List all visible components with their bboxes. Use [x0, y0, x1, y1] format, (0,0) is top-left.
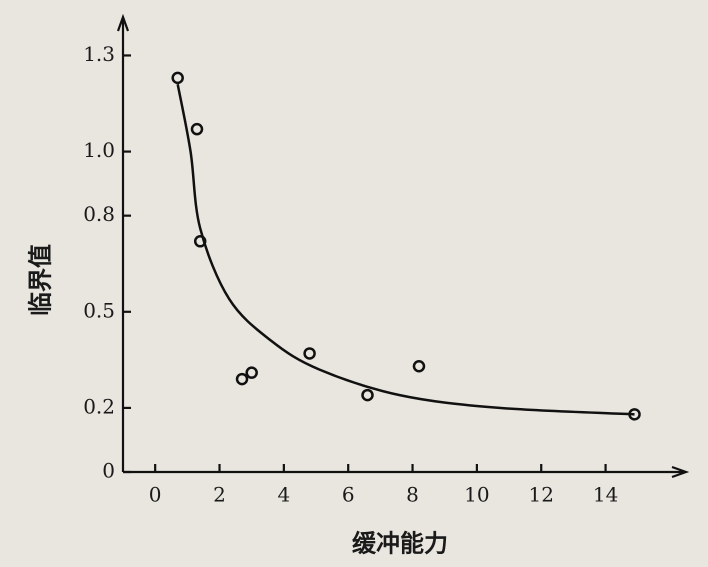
- fit-curve: [176, 84, 635, 416]
- point: [190, 122, 204, 136]
- point: [303, 347, 316, 360]
- x-tick-label: 6: [342, 483, 355, 507]
- x-axis: [123, 465, 690, 479]
- y-tick-label: 0: [102, 459, 115, 483]
- x-tick-label: 0: [149, 483, 162, 507]
- y-tick-label: 0.5: [83, 298, 115, 322]
- x-axis-label: 缓冲能力: [352, 529, 448, 558]
- y-tick-label: 1.3: [83, 42, 115, 66]
- x-tick-label: 12: [529, 483, 554, 507]
- y-axis: [116, 13, 130, 472]
- point: [171, 71, 184, 85]
- y-tick-label: 0.2: [83, 394, 115, 418]
- x-tick-label: 4: [277, 483, 290, 507]
- point: [412, 360, 426, 373]
- x-tick-label: 10: [464, 483, 489, 507]
- y-tick-label: 1.0: [83, 138, 115, 162]
- y-axis-label: 临界值: [26, 244, 55, 316]
- x-tick-label: 2: [213, 483, 226, 507]
- point: [235, 372, 249, 386]
- y-tick-label: 0.8: [83, 202, 115, 226]
- x-tick-label: 8: [406, 483, 419, 507]
- point: [361, 388, 374, 402]
- point: [193, 235, 207, 248]
- x-tick-label: 14: [593, 483, 618, 507]
- point: [245, 366, 258, 379]
